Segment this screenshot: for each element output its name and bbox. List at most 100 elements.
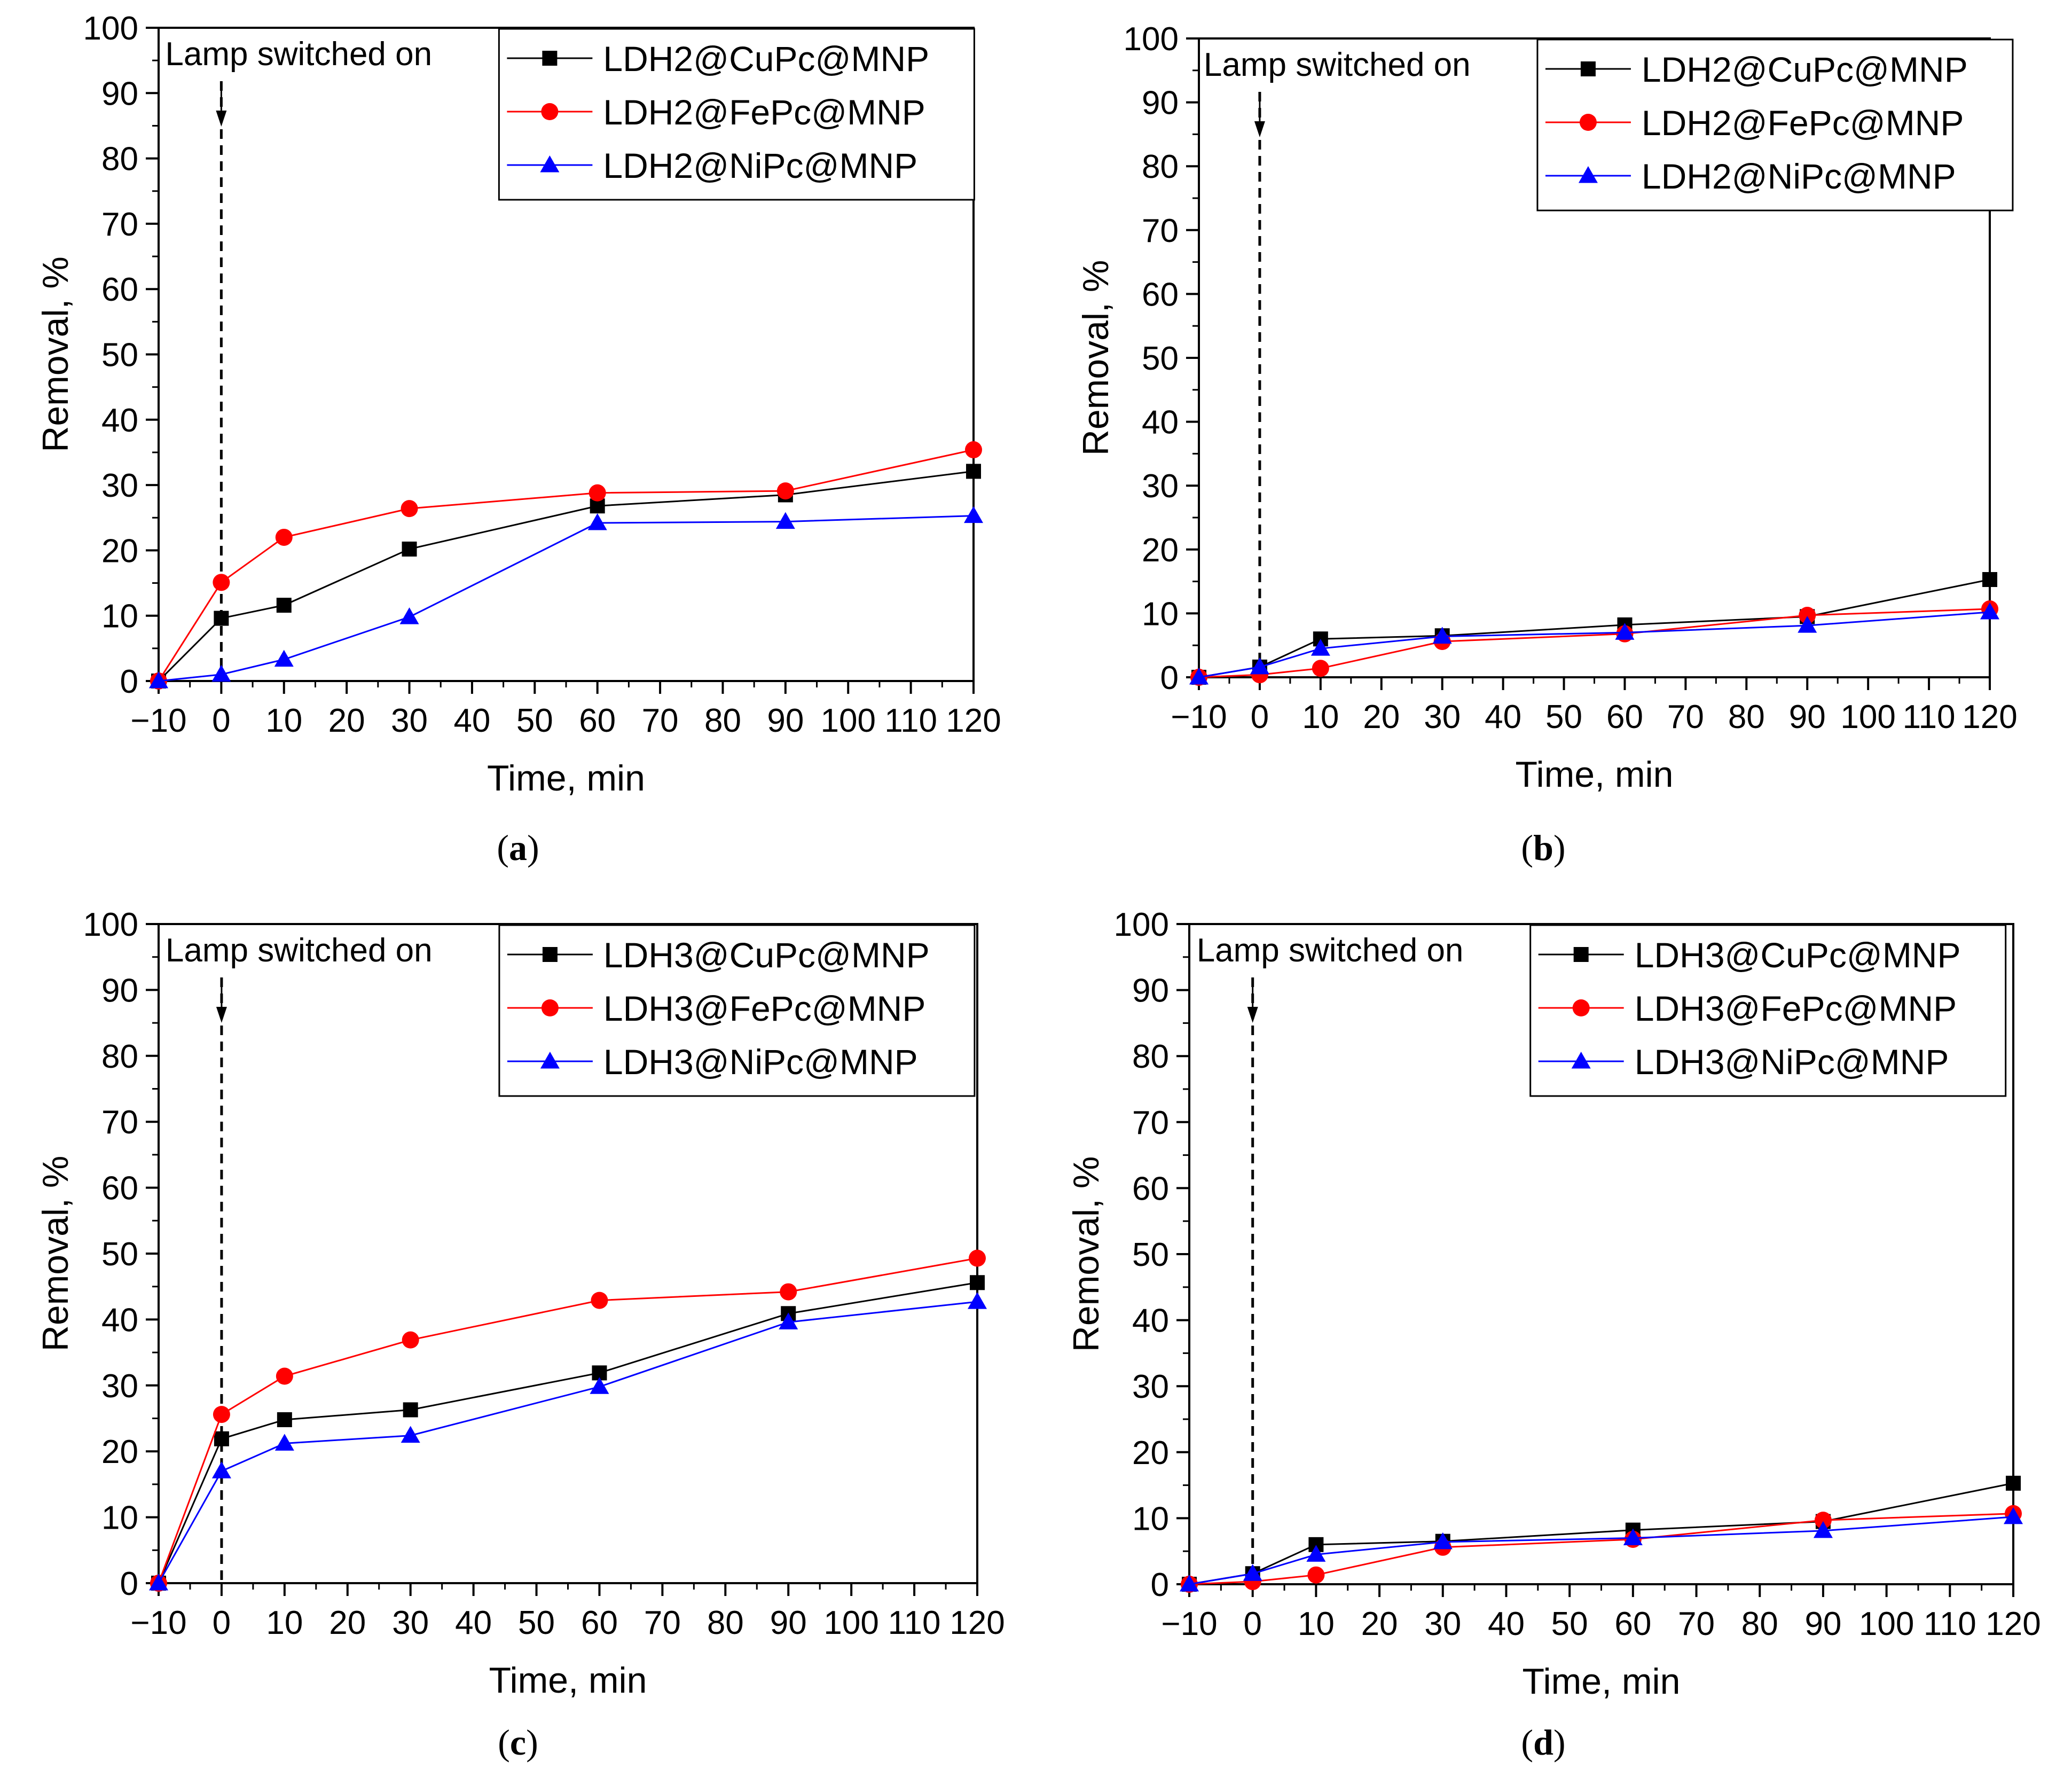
series-square — [151, 1275, 985, 1591]
y-tick-label: 0 — [120, 663, 138, 700]
legend-marker — [542, 947, 558, 962]
y-tick-label: 0 — [120, 1566, 138, 1602]
x-tick-label: 100 — [823, 1605, 878, 1641]
data-point — [277, 1412, 292, 1427]
series-line — [158, 1281, 978, 1584]
y-tick-label: 0 — [1151, 1567, 1169, 1603]
caption-text: (c) — [498, 1722, 538, 1763]
x-axis-label: Time, min — [487, 758, 645, 799]
data-point — [402, 1331, 419, 1349]
y-tick-label: 40 — [1132, 1303, 1169, 1340]
x-tick-label: 30 — [391, 702, 428, 739]
x-tick-label: 50 — [518, 1605, 555, 1641]
series-triangle — [149, 1292, 987, 1591]
data-point — [1243, 1564, 1262, 1581]
x-tick-label: 120 — [1962, 699, 2017, 735]
legend: LDH3@CuPc@MNP LDH3@FePc@MNP LDH3@NiPc@MNP — [1529, 924, 2007, 1097]
x-tick-label: 40 — [1485, 699, 1521, 735]
x-tick-label: 90 — [767, 702, 804, 739]
data-point — [274, 1434, 294, 1451]
y-tick-label: 40 — [101, 1302, 138, 1339]
series-triangle — [149, 506, 983, 688]
lamp-on-annotation: Lamp switched on — [165, 36, 432, 73]
y-axis-label: Removal, % — [35, 1156, 76, 1352]
data-point — [1980, 602, 1999, 620]
x-tick-label: 10 — [1298, 1606, 1335, 1642]
legend-label: LDH3@NiPc@MNP — [603, 1042, 918, 1082]
x-tick-label: 80 — [707, 1605, 744, 1641]
data-point — [780, 1283, 797, 1301]
x-tick-label: 0 — [1243, 1606, 1261, 1642]
arrow-down-icon — [1247, 1007, 1258, 1023]
lamp-on-annotation: Lamp switched on — [1204, 46, 1471, 83]
x-tick-label: 40 — [455, 1605, 492, 1641]
x-tick-label: 30 — [1424, 699, 1461, 735]
legend-box — [498, 924, 976, 1097]
data-point — [276, 1367, 293, 1385]
x-tick-label: 10 — [1302, 699, 1339, 735]
panel-caption: (c) — [498, 1722, 538, 1763]
legend-label: LDH2@CuPc@MNP — [1642, 50, 1968, 89]
legend-label: LDH3@CuPc@MNP — [603, 935, 930, 975]
series-triangle — [1180, 1507, 2023, 1592]
y-tick-label: 90 — [101, 972, 138, 1009]
x-tick-label: 90 — [1804, 1606, 1841, 1642]
legend-marker — [541, 103, 559, 120]
data-point — [1189, 668, 1209, 685]
y-tick-label: 20 — [101, 1434, 138, 1470]
data-point — [399, 607, 419, 624]
x-tick-label: 100 — [821, 702, 876, 739]
x-tick-label: 120 — [946, 702, 1001, 739]
legend-label: LDH3@FePc@MNP — [603, 989, 925, 1028]
data-point — [1982, 572, 1997, 588]
y-axis-label: Removal, % — [1076, 260, 1116, 456]
data-point — [211, 1461, 231, 1478]
data-point — [274, 649, 294, 667]
x-tick-label: 0 — [1251, 699, 1269, 735]
y-tick-label: 70 — [101, 206, 138, 243]
data-point — [1814, 1512, 1832, 1529]
x-tick-label: 80 — [1741, 1606, 1778, 1642]
data-point — [776, 482, 794, 500]
plot-frame — [158, 27, 975, 682]
x-tick-label: 100 — [1859, 1606, 1914, 1642]
x-tick-label: 110 — [888, 1605, 941, 1641]
data-point — [1433, 1532, 1453, 1550]
legend-box — [1536, 38, 2014, 212]
data-point — [1306, 1545, 1326, 1562]
legend-label: LDH2@FePc@MNP — [1642, 103, 1964, 143]
data-point — [590, 1377, 609, 1394]
y-tick-label: 80 — [1132, 1038, 1169, 1075]
legend-label: LDH2@NiPc@MNP — [603, 146, 917, 185]
y-tick-label: 20 — [1142, 532, 1179, 569]
x-tick-label: 70 — [1678, 1606, 1715, 1642]
y-tick-label: 70 — [1142, 213, 1179, 249]
legend-label: LDH2@FePc@MNP — [603, 92, 925, 132]
y-tick-label: 100 — [83, 10, 138, 47]
y-tick-label: 10 — [101, 598, 138, 635]
x-tick-label: 20 — [1361, 1606, 1398, 1642]
y-tick-label: 40 — [1142, 404, 1179, 441]
x-tick-label: 50 — [516, 702, 553, 739]
data-point — [1311, 639, 1330, 656]
data-point — [1432, 627, 1452, 644]
y-tick-label: 50 — [101, 337, 138, 374]
legend-box — [498, 28, 975, 201]
data-point — [214, 1431, 229, 1446]
data-point — [964, 506, 983, 523]
caption-text: (a) — [497, 827, 539, 868]
legend-label: LDH2@CuPc@MNP — [603, 39, 929, 79]
y-tick-label: 90 — [101, 75, 138, 112]
legend-label: LDH2@NiPc@MNP — [1642, 156, 1956, 196]
data-point — [1623, 1528, 1643, 1545]
legend-marker — [1580, 61, 1596, 76]
y-tick-label: 20 — [1132, 1435, 1169, 1472]
series-circle — [150, 441, 982, 690]
legend-box — [1529, 924, 2007, 1097]
data-point — [149, 1574, 168, 1591]
x-axis-label: Time, min — [1523, 1661, 1681, 1702]
data-point — [966, 464, 981, 479]
data-point — [1813, 1521, 1833, 1538]
